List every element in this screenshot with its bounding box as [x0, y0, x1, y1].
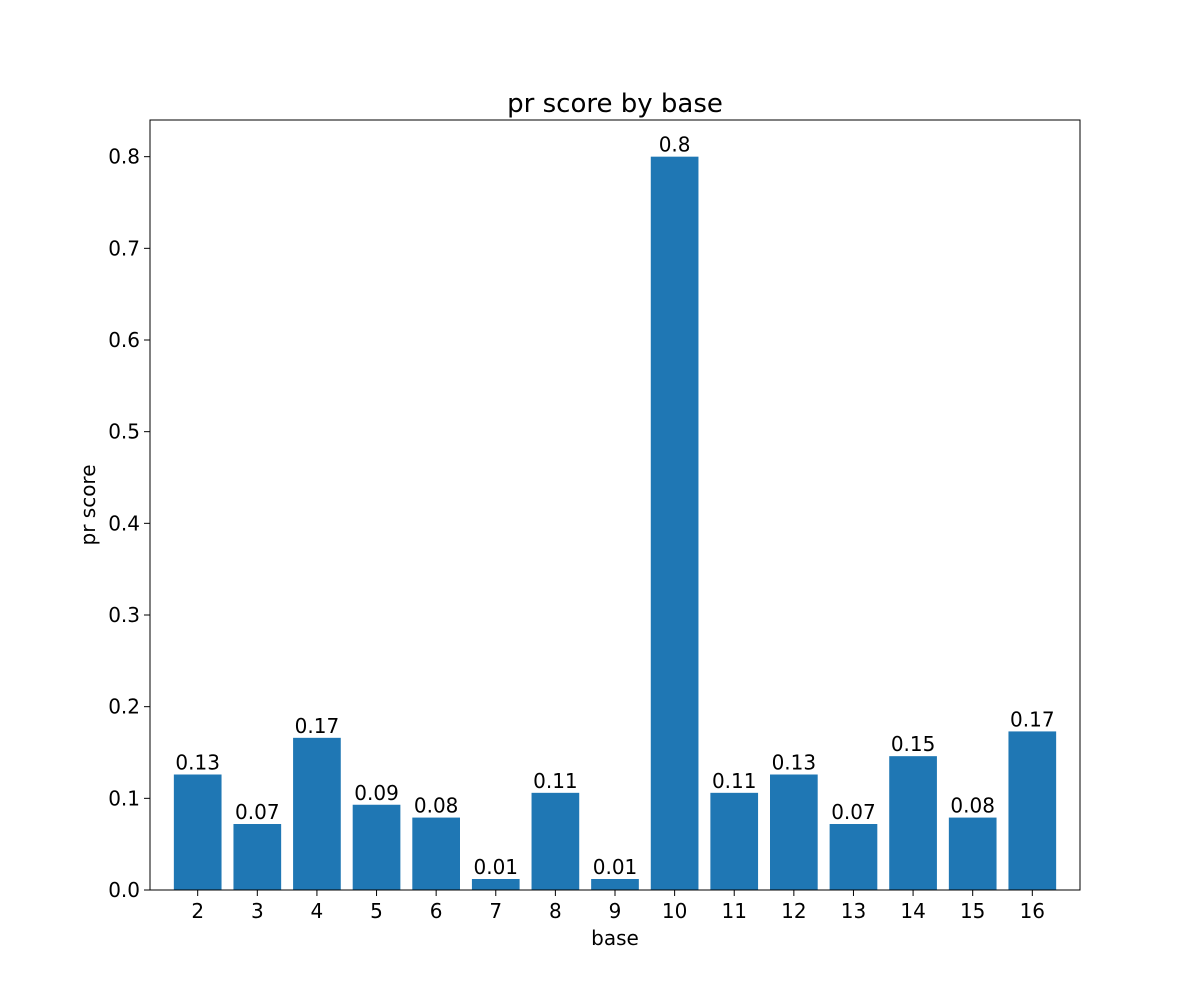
data-label-14: 0.15 [891, 732, 936, 756]
x-tick-label-3: 3 [251, 899, 264, 923]
data-label-5: 0.09 [354, 781, 399, 805]
data-label-10: 0.8 [659, 133, 691, 157]
y-tick-label-0.7: 0.7 [108, 236, 140, 260]
data-label-6: 0.08 [414, 794, 459, 818]
y-tick-label-0.1: 0.1 [108, 786, 140, 810]
x-axis-label: base [591, 926, 639, 950]
y-axis: 0.0 0.1 0.2 0.3 0.4 0.5 0.6 0.7 0.8 [108, 145, 150, 902]
bar-8 [531, 792, 580, 890]
x-tick-label-7: 7 [489, 899, 502, 923]
bar-15 [948, 817, 997, 890]
data-label-8: 0.11 [533, 769, 578, 793]
data-label-11: 0.11 [712, 769, 757, 793]
bar-13 [829, 824, 878, 890]
y-tick-label-0.6: 0.6 [108, 328, 140, 352]
bar-11 [710, 792, 759, 890]
x-tick-label-9: 9 [609, 899, 622, 923]
bar-4 [293, 737, 341, 890]
data-label-7: 0.01 [474, 855, 519, 879]
bars-layer [173, 156, 1057, 891]
bar-2 [173, 774, 222, 890]
bar-7 [471, 879, 520, 890]
bar-14 [889, 756, 937, 890]
data-label-2: 0.13 [175, 751, 220, 775]
bar-10 [650, 156, 699, 891]
x-tick-label-11: 11 [722, 899, 747, 923]
y-tick-label-0.2: 0.2 [108, 695, 140, 719]
x-tick-label-5: 5 [370, 899, 383, 923]
x-tick-label-13: 13 [841, 899, 866, 923]
data-label-4: 0.17 [295, 714, 340, 738]
x-tick-label-2: 2 [191, 899, 204, 923]
data-label-9: 0.01 [593, 855, 638, 879]
y-tick-label-0.3: 0.3 [108, 603, 140, 627]
data-label-3: 0.07 [235, 800, 280, 824]
data-labels-layer: 0.13 0.07 0.17 0.09 0.08 0.01 0.11 0.01 0.8 0.11 0… [175, 133, 1054, 879]
x-tick-label-14: 14 [900, 899, 925, 923]
y-tick-label-0.4: 0.4 [108, 511, 140, 535]
chart-title: pr score by base [507, 89, 723, 119]
y-tick-label-0.5: 0.5 [108, 420, 140, 444]
x-tick-label-12: 12 [781, 899, 806, 923]
x-tick-label-8: 8 [549, 899, 562, 923]
y-axis-label: pr score [76, 464, 100, 545]
x-tick-label-10: 10 [662, 899, 687, 923]
bar-3 [233, 824, 282, 890]
data-label-13: 0.07 [831, 800, 876, 824]
data-label-15: 0.08 [950, 794, 995, 818]
data-label-16: 0.17 [1010, 707, 1055, 731]
x-tick-label-4: 4 [311, 899, 324, 923]
x-tick-label-15: 15 [960, 899, 985, 923]
y-tick-label-0.8: 0.8 [108, 145, 140, 169]
x-tick-label-16: 16 [1020, 899, 1045, 923]
plot-area-frame [149, 119, 1081, 891]
bar-6 [412, 817, 460, 890]
bar-12 [770, 774, 818, 890]
y-tick-label-0.0: 0.0 [108, 878, 140, 902]
bar-5 [352, 804, 401, 890]
x-tick-label-6: 6 [430, 899, 443, 923]
data-label-12: 0.13 [772, 751, 817, 775]
x-axis: 2 3 4 5 6 7 8 9 10 11 12 13 14 15 16 [191, 890, 1045, 923]
bar-9 [591, 879, 639, 890]
bar-16 [1008, 731, 1057, 890]
